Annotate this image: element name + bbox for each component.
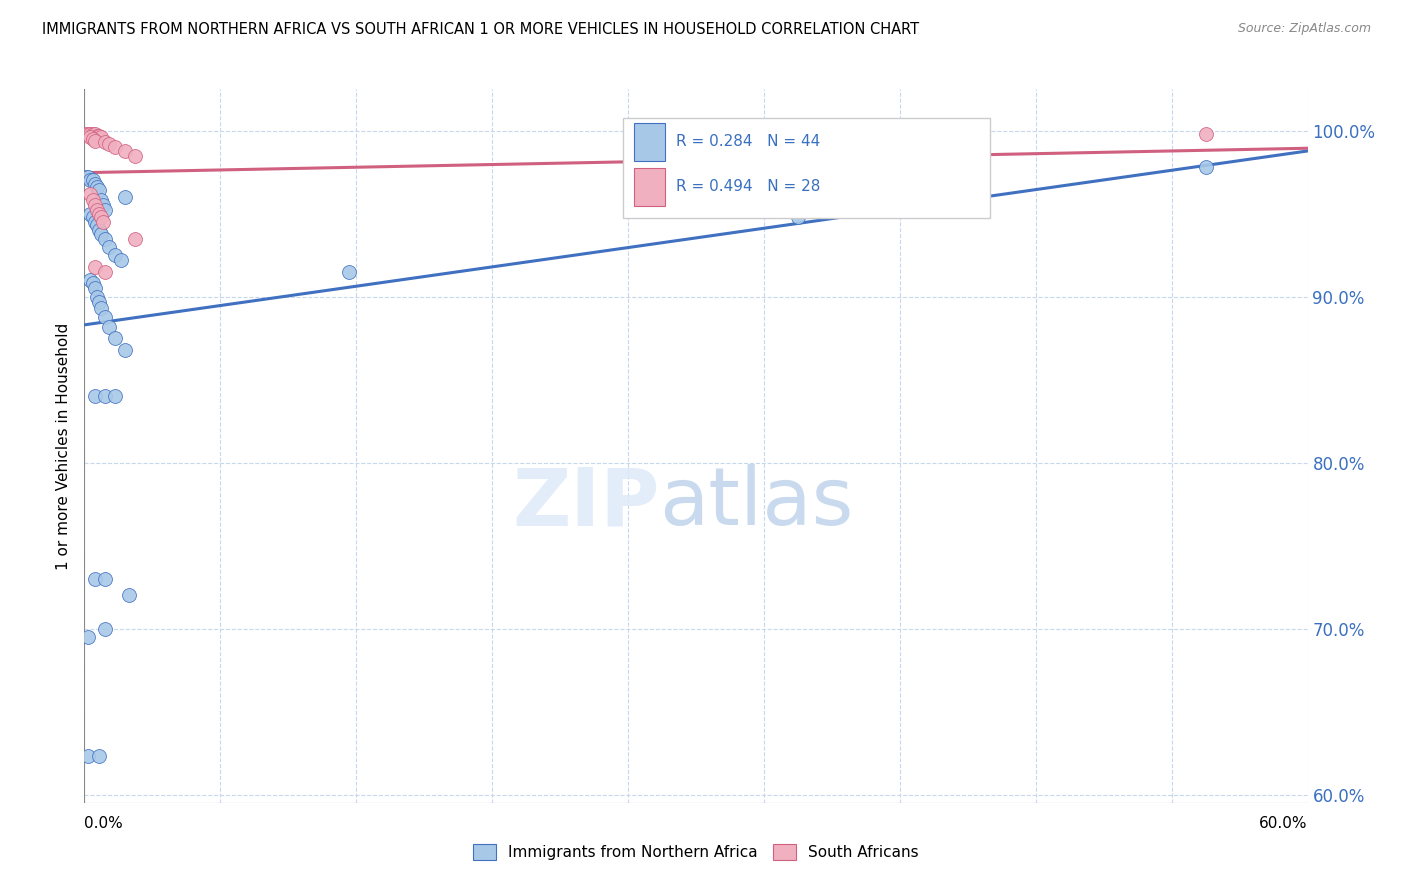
- Point: [87, 183, 110, 197]
- Point: [83, 572, 105, 586]
- Point: [83, 134, 105, 148]
- Point: [82, 277, 104, 291]
- Point: [90, 194, 112, 208]
- Point: [77, 127, 100, 141]
- Point: [97, 319, 120, 334]
- Point: [118, 588, 141, 602]
- Point: [82, 210, 104, 224]
- Point: [86, 203, 108, 218]
- Point: [79, 186, 101, 201]
- Point: [86, 180, 108, 194]
- Point: [1195, 160, 1218, 174]
- Point: [787, 210, 810, 224]
- Point: [93, 389, 117, 403]
- Point: [82, 127, 104, 141]
- Text: 0.0%: 0.0%: [84, 816, 124, 831]
- Point: [93, 310, 117, 324]
- Point: [124, 231, 146, 245]
- Point: [91, 215, 114, 229]
- Point: [86, 219, 108, 233]
- Point: [90, 210, 112, 224]
- Text: Source: ZipAtlas.com: Source: ZipAtlas.com: [1237, 22, 1371, 36]
- Point: [83, 281, 105, 295]
- Point: [82, 132, 104, 146]
- Point: [104, 140, 127, 154]
- Point: [104, 248, 127, 262]
- Y-axis label: 1 or more Vehicles in Household: 1 or more Vehicles in Household: [56, 322, 72, 570]
- Point: [93, 265, 117, 279]
- Point: [124, 148, 146, 162]
- Point: [83, 127, 105, 141]
- Point: [86, 290, 108, 304]
- Text: IMMIGRANTS FROM NORTHERN AFRICA VS SOUTH AFRICAN 1 OR MORE VEHICLES IN HOUSEHOLD: IMMIGRANTS FROM NORTHERN AFRICA VS SOUTH…: [42, 22, 920, 37]
- Point: [1195, 127, 1218, 141]
- Point: [75, 170, 97, 185]
- Point: [87, 223, 110, 237]
- Point: [77, 749, 100, 764]
- Point: [87, 128, 110, 143]
- Point: [83, 260, 105, 274]
- Point: [79, 130, 101, 145]
- Point: [83, 198, 105, 212]
- Point: [93, 572, 117, 586]
- Point: [93, 136, 117, 150]
- Text: 60.0%: 60.0%: [1260, 816, 1308, 831]
- Point: [104, 331, 127, 345]
- Point: [339, 265, 361, 279]
- Point: [90, 301, 112, 316]
- Point: [90, 130, 112, 145]
- Text: R = 0.284   N = 44: R = 0.284 N = 44: [676, 135, 820, 150]
- Point: [83, 177, 105, 191]
- Point: [82, 173, 104, 187]
- Point: [77, 170, 100, 185]
- Point: [87, 207, 110, 221]
- Point: [82, 194, 104, 208]
- Point: [114, 190, 136, 204]
- Point: [787, 173, 810, 187]
- Point: [114, 343, 136, 357]
- Point: [93, 231, 117, 245]
- Point: [93, 622, 117, 636]
- Text: atlas: atlas: [659, 464, 853, 542]
- Point: [83, 389, 105, 403]
- Point: [79, 173, 101, 187]
- Point: [91, 198, 114, 212]
- Point: [110, 253, 132, 268]
- Point: [97, 240, 120, 254]
- Point: [87, 749, 110, 764]
- Legend: Immigrants from Northern Africa, South Africans: Immigrants from Northern Africa, South A…: [467, 838, 925, 866]
- Point: [77, 630, 100, 644]
- Point: [97, 136, 120, 151]
- Point: [104, 389, 127, 403]
- Point: [114, 144, 136, 158]
- Text: ZIP: ZIP: [512, 464, 659, 542]
- Point: [86, 128, 108, 143]
- Point: [79, 207, 101, 221]
- Point: [75, 127, 97, 141]
- Point: [83, 215, 105, 229]
- Point: [90, 227, 112, 241]
- Text: R = 0.494   N = 28: R = 0.494 N = 28: [676, 179, 820, 194]
- Point: [87, 294, 110, 309]
- Point: [79, 273, 101, 287]
- Point: [93, 203, 117, 218]
- Point: [79, 127, 101, 141]
